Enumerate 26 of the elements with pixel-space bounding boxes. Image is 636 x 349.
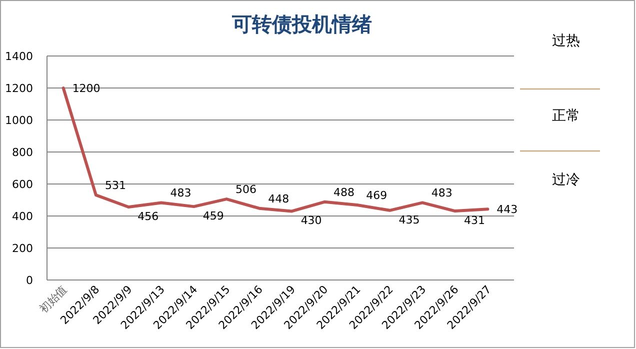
y-tick-label: 200	[12, 242, 33, 255]
data-label: 435	[398, 213, 420, 226]
data-label: 431	[464, 214, 486, 228]
data-label: 483	[170, 186, 192, 200]
data-label: 448	[268, 192, 290, 206]
text: 过热	[552, 33, 580, 49]
data-label: 430	[300, 214, 322, 228]
data-label: 456	[138, 210, 159, 224]
chart-title: 可转债投机情绪	[231, 12, 372, 36]
data-label: 1200	[72, 82, 100, 95]
data-label: 531	[104, 179, 126, 192]
y-tick-label: 1400	[5, 50, 33, 63]
text: 正常	[552, 108, 580, 124]
data-label: 506	[236, 183, 257, 196]
y-tick-label: 600	[12, 178, 33, 191]
data-label: 483	[431, 186, 452, 200]
data-label: 488	[333, 186, 354, 199]
y-tick-label: 0	[26, 274, 33, 287]
data-label: 469	[366, 188, 388, 202]
data-label: 459	[202, 210, 224, 223]
text: 过冷	[552, 172, 580, 188]
y-tick-label: 1000	[5, 114, 33, 127]
data-label: 443	[496, 203, 518, 216]
y-tick-label: 1200	[5, 82, 33, 95]
y-tick-label: 400	[12, 210, 33, 223]
y-tick-label: 800	[12, 146, 33, 159]
